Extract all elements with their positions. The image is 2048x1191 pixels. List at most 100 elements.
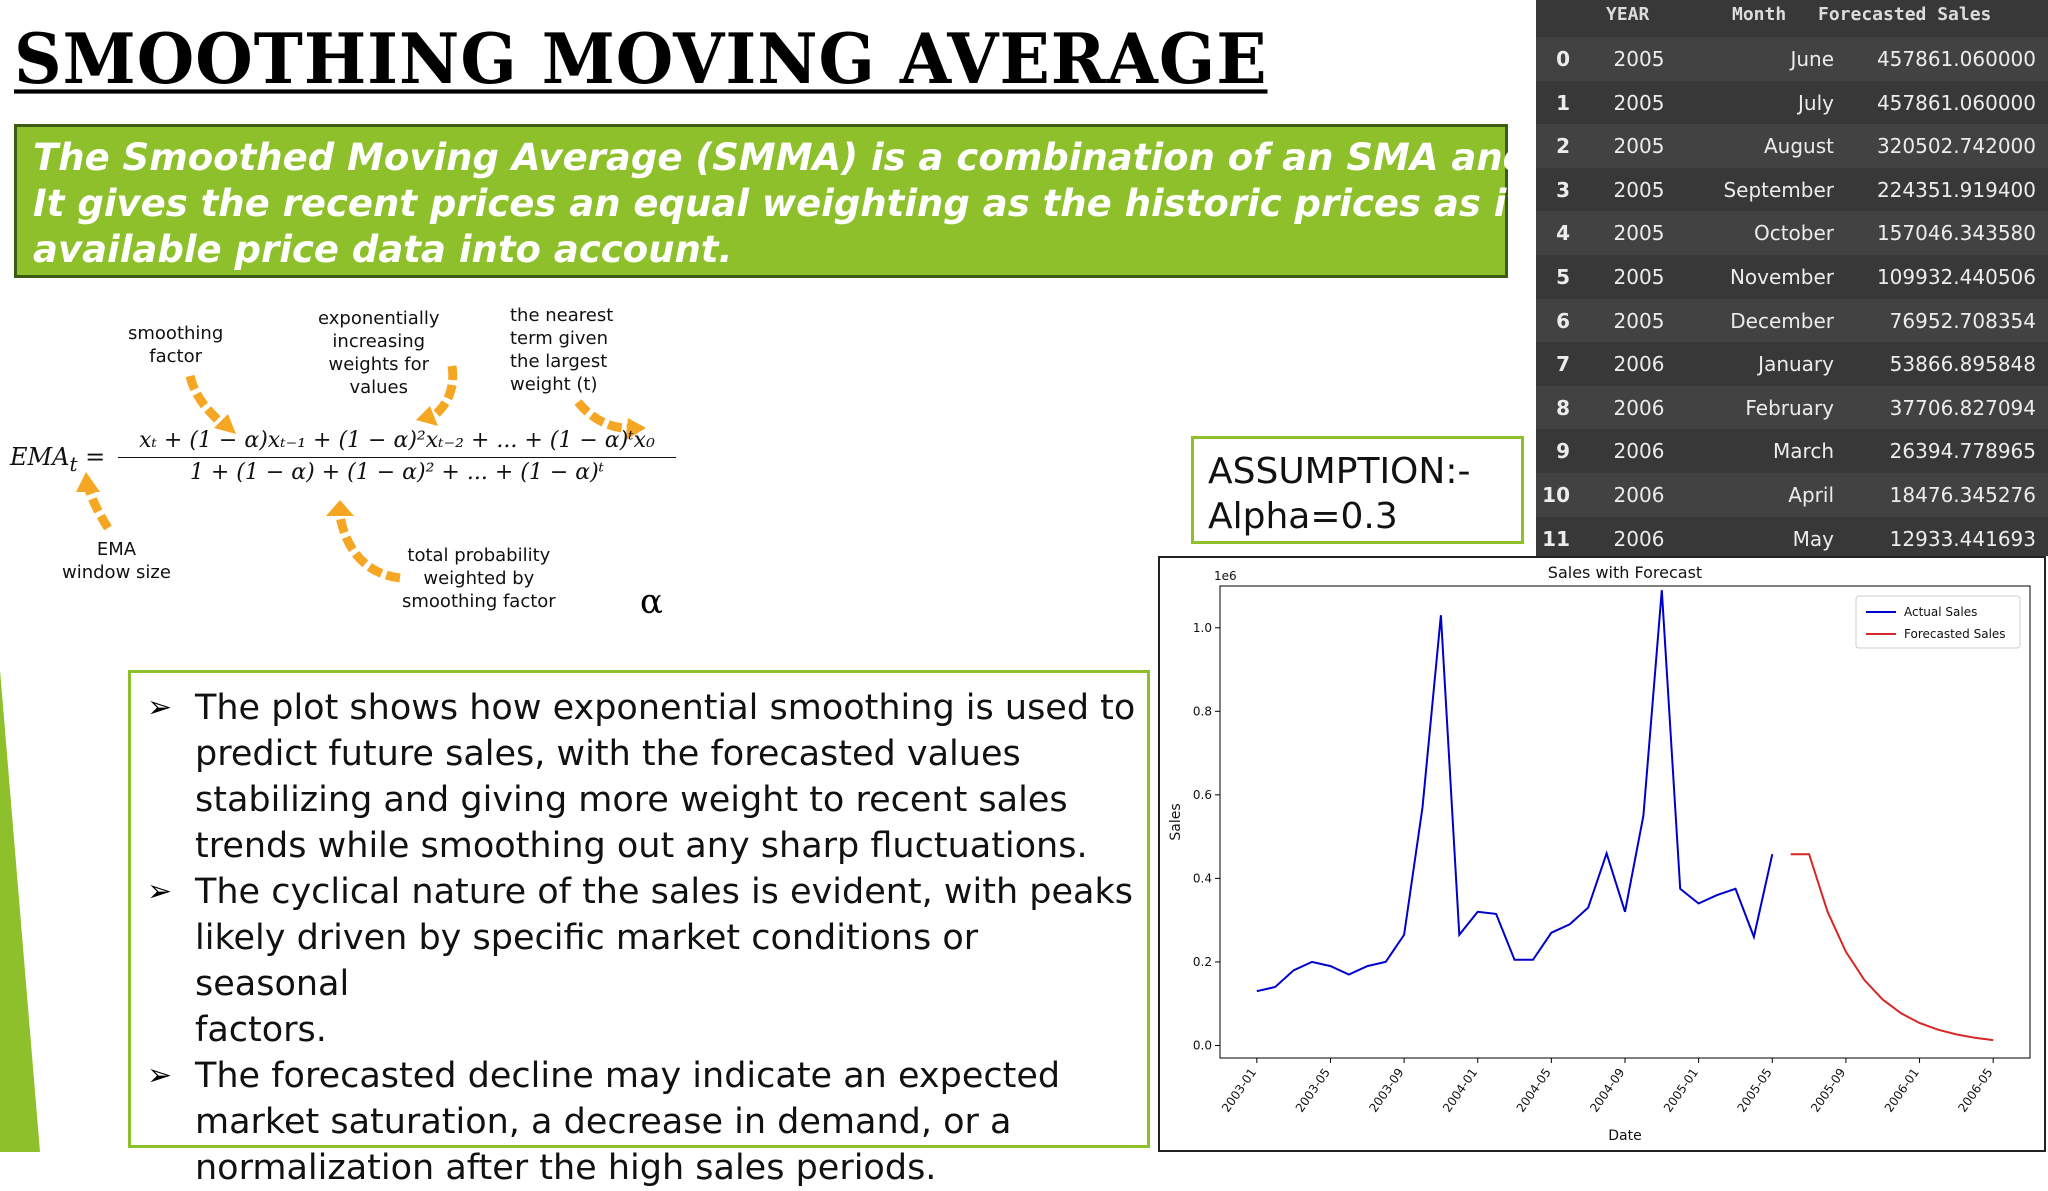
table-row: 7 2006 January 53866.895848	[1536, 342, 2048, 386]
bullet-line: The cyclical nature of the sales is evid…	[195, 872, 1133, 912]
legend-box	[1855, 595, 2021, 649]
table-header: YEAR Month Forecasted Sales	[1536, 0, 2048, 30]
chart-title: Sales with Forecast	[1548, 563, 1702, 582]
cell-year: 2006	[1613, 352, 1665, 377]
annotation-line: weighted by	[423, 568, 535, 589]
row-index: 3	[1556, 177, 1570, 202]
decorative-wedge	[0, 670, 40, 1152]
cell-year: 2005	[1613, 221, 1665, 246]
cell-month: October	[1753, 221, 1834, 246]
annotation-line: the nearest	[510, 305, 614, 326]
annotation-smoothing-factor: smoothing factor	[128, 322, 223, 368]
annotation-line: total probability	[407, 545, 551, 566]
annotation-line: values	[349, 377, 409, 398]
y-tick-label: 0.8	[1193, 704, 1212, 718]
cell-month: January	[1758, 352, 1834, 377]
cell-forecast: 18476.345276	[1889, 483, 2036, 507]
x-tick-label: 2005-01	[1661, 1066, 1701, 1115]
x-tick-label: 2006-05	[1955, 1066, 1995, 1115]
annotation-ema-window: EMA window size	[62, 538, 171, 584]
cell-year: 2005	[1613, 90, 1665, 115]
intro-line: available price data into account.	[33, 228, 733, 271]
cell-year: 2005	[1613, 47, 1665, 71]
row-index: 9	[1556, 439, 1570, 464]
cell-month: July	[1798, 90, 1834, 115]
table-row: 2 2005 August 320502.742000	[1536, 124, 2048, 168]
formula-numerator: xₜ + (1 − α)xₜ₋₁ + (1 − α)²xₜ₋₂ + ... + …	[118, 428, 676, 458]
formula-lhs-name: EMA	[10, 443, 70, 471]
cell-month: December	[1730, 308, 1834, 333]
table-row: 0 2005 June 457861.060000	[1536, 37, 2048, 81]
page-title: SMOOTHING MOVING AVERAGE	[14, 18, 1268, 100]
cell-forecast: 76952.708354	[1889, 308, 2036, 333]
arrow-bullet-icon: ➢	[147, 690, 173, 725]
bullet-line: market saturation, a decrease in demand,…	[195, 1102, 1012, 1142]
cell-forecast: 457861.060000	[1876, 90, 2036, 115]
bullet-item: ➢ The plot shows how exponential smoothi…	[145, 685, 1137, 869]
row-index: 8	[1556, 395, 1570, 420]
x-tick-label: 2004-09	[1587, 1066, 1627, 1115]
x-tick-label: 2004-01	[1440, 1066, 1480, 1115]
sales-chart: Sales with Forecast 1e6 0.0 0.2 0.4 0.6 0.8 1.0…	[1158, 556, 2046, 1152]
row-index: 5	[1556, 265, 1570, 289]
annotation-line: smoothing factor	[402, 591, 556, 612]
bullet-line: predict future sales, with the forecaste…	[195, 734, 1021, 774]
cell-month: September	[1723, 177, 1834, 202]
annotation-line: the largest	[510, 351, 608, 372]
formula-denominator: 1 + (1 − α) + (1 − α)² + ... + (1 − α)ᵗ	[189, 460, 605, 485]
cell-year: 2006	[1613, 483, 1665, 507]
table-row: 10 2006 April 18476.345276	[1536, 473, 2048, 517]
table-row: 5 2005 November 109932.440506	[1536, 255, 2048, 299]
annotation-line: weights for	[328, 354, 430, 375]
x-tick-label: 2003-05	[1293, 1066, 1333, 1115]
cell-year: 2006	[1613, 526, 1665, 551]
chart-svg: Sales with Forecast 1e6 0.0 0.2 0.4 0.6 0.8 1.0…	[1168, 563, 2031, 1144]
assumption-line: Alpha=0.3	[1208, 496, 1398, 537]
table-row: 9 2006 March 26394.778965	[1536, 429, 2048, 473]
row-index: 6	[1556, 308, 1570, 333]
formula-lhs: EMAt =	[10, 443, 106, 476]
table-row: 3 2005 September 224351.919400	[1536, 168, 2048, 212]
intro-box: The Smoothed Moving Average (SMMA) is a …	[14, 124, 1713, 278]
y-tick-label: 0.2	[1193, 955, 1212, 969]
annotation-line: window size	[62, 562, 171, 583]
annotation-line: factor	[149, 346, 202, 367]
y-multiplier-label: 1e6	[1214, 569, 1237, 583]
arrow-bullet-icon: ➢	[147, 874, 173, 909]
cell-year: 2005	[1613, 134, 1665, 159]
bullets-box: ➢ The plot shows how exponential smoothi…	[128, 670, 1150, 1188]
intro-line: The Smoothed Moving Average (SMMA) is a …	[33, 136, 1712, 179]
legend-label: Actual Sales	[1904, 605, 1977, 619]
row-index: 0	[1556, 47, 1570, 71]
cell-forecast: 224351.919400	[1876, 177, 2036, 202]
legend-label: Forecasted Sales	[1904, 627, 2006, 641]
bullet-line: factors.	[195, 1010, 327, 1050]
series-line-forecast	[1790, 853, 1994, 1042]
y-tick-label: 0.4	[1193, 871, 1212, 885]
cell-year: 2005	[1613, 308, 1665, 333]
x-tick-label: 2004-05	[1514, 1066, 1554, 1115]
cell-year: 2006	[1613, 439, 1665, 464]
bullet-line: stabilizing and giving more weight to re…	[195, 780, 1068, 820]
x-tick-label: 2003-09	[1366, 1066, 1406, 1115]
cell-forecast: 157046.343580	[1876, 221, 2036, 246]
row-index: 11	[1542, 526, 1570, 551]
cell-year: 2006	[1613, 395, 1665, 420]
row-index: 2	[1556, 134, 1570, 159]
cell-forecast: 457861.060000	[1876, 47, 2036, 71]
cell-year: 2005	[1613, 265, 1665, 289]
bullet-line: likely driven by specific market conditi…	[195, 918, 979, 1004]
y-axis-label: Sales	[1168, 803, 1184, 840]
arrow-bullet-icon: ➢	[147, 1058, 173, 1093]
cell-forecast: 26394.778965	[1889, 439, 2036, 464]
annotation-total-probability: total probability weighted by smoothing …	[402, 544, 556, 613]
x-tick-label: 2005-05	[1735, 1066, 1775, 1115]
annotation-line: increasing	[332, 331, 426, 352]
table-row: 11 2006 May 12933.441693	[1536, 517, 2048, 561]
table-row: 4 2005 October 157046.343580	[1536, 211, 2048, 255]
forecast-table: YEAR Month Forecasted Sales 0 2005 June 457…	[1536, 0, 2048, 556]
formula-lhs-subscript: t	[69, 451, 78, 476]
bullet-line: trends while smoothing out any sharp flu…	[195, 826, 1088, 866]
annotation-line: smoothing	[128, 323, 224, 344]
column-header-year: YEAR	[1606, 4, 1650, 25]
